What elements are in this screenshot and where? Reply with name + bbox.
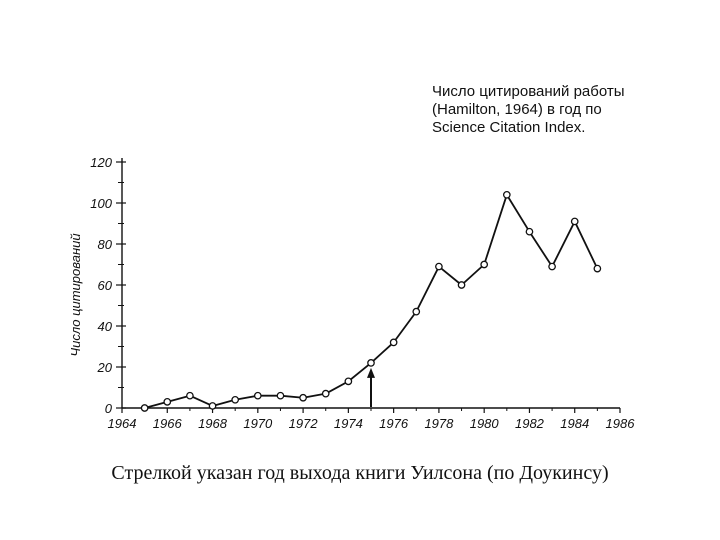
arrow-head [367,367,375,378]
y-tick-label: 120 [90,155,112,170]
y-tick-label: 40 [98,319,113,334]
figure-caption: Стрелкой указан год выхода книги Уилсона… [111,462,609,484]
x-tick-label: 1980 [470,416,500,431]
data-point [435,262,443,271]
data-point [276,391,285,400]
data-point [457,281,466,289]
data-point [208,402,217,410]
chart-title-line: (Hamilton, 1964) в год по [432,101,602,118]
data-point [593,264,602,273]
data-point [299,393,307,402]
data-series [140,190,602,412]
data-point [525,227,534,236]
x-tick-label: 1966 [153,416,183,431]
data-point [231,395,240,404]
data-point [389,338,398,347]
x-tick-label: 1972 [289,416,319,431]
annotations [367,367,375,407]
x-tick-label: 1964 [108,416,137,431]
data-point [344,377,353,386]
chart-legend-title: Число цитирований работы(Hamilton, 1964)… [432,83,625,136]
x-tick-label: 1978 [424,416,454,431]
y-tick-label: 0 [105,401,113,416]
x-tick-label: 1974 [334,416,363,431]
data-point [140,404,149,412]
data-point [412,307,421,316]
data-point [502,190,511,199]
data-point [480,260,489,269]
data-point [163,397,172,406]
x-tick-label: 1976 [379,416,409,431]
y-axis-label-group: Число цитирований [68,233,83,356]
chart-title-line: Science Citation Index. [432,119,585,136]
x-tick-label: 1984 [560,416,589,431]
y-tick-label: 20 [97,360,113,375]
y-tick-label: 80 [98,237,113,252]
x-tick-label: 1970 [243,416,273,431]
y-ticks: 0 20 40 60 80 100 120 [90,155,126,416]
data-point [186,391,194,400]
data-point [321,389,330,398]
data-point [548,262,556,271]
y-axis-label: Число цитирований [68,233,83,356]
x-tick-label: 1982 [515,416,545,431]
chart-title-line: Число цитирований работы [432,83,625,100]
y-tick-label: 60 [98,278,113,293]
data-point [570,217,579,226]
x-tick-label: 1986 [606,416,636,431]
x-tick-label: 1968 [198,416,228,431]
data-point [367,359,375,367]
y-tick-label: 100 [90,196,112,211]
data-point [253,391,262,400]
x-ticks: 1964 1966 1968 1970 1972 1974 1976 1978 1980 1982… [108,408,636,431]
